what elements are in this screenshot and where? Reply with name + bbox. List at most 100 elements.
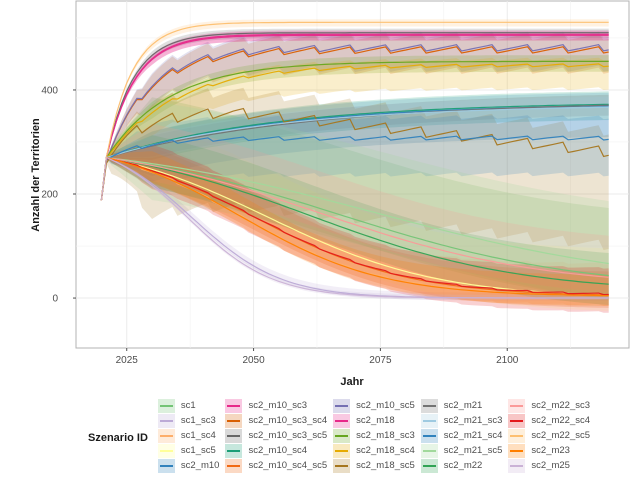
- x-tick-label: 2025: [116, 355, 139, 366]
- line-sc2_m23: [100, 156, 609, 297]
- legend-label: sc2_m22_sc3: [531, 400, 591, 411]
- line-sc2_m18_sc3: [100, 60, 609, 201]
- legend-key: [157, 443, 175, 458]
- ribbon-sc2_m22_sc3: [101, 123, 609, 293]
- legend-key: [157, 398, 175, 413]
- ribbon-sc2_m23: [101, 151, 609, 306]
- legend-key: [333, 428, 351, 443]
- legend-key-line: [422, 464, 436, 467]
- line-sc2_m10_sc3: [100, 33, 609, 201]
- legend-item-sc2_m10_sc3_sc5: sc2_m10_sc3_sc5: [225, 428, 327, 443]
- legend-label: sc2_m18_sc3: [356, 430, 415, 441]
- line-sc2_m18_sc5: [100, 107, 609, 201]
- legend-label: sc2_m21_sc5: [443, 445, 503, 456]
- ribbon-sc2_m21_sc3: [101, 96, 609, 201]
- legend-key: [508, 443, 526, 458]
- legend-key: [420, 428, 438, 443]
- grid: [76, 1, 629, 348]
- line-sc2_m21_sc4: [100, 135, 609, 201]
- legend-item-sc2_m22_sc3: sc2_m22_sc3: [508, 398, 590, 413]
- legend-key-line: [422, 434, 436, 437]
- legend-key-line: [227, 404, 241, 407]
- legend-label: sc2_m22_sc5: [531, 430, 591, 441]
- legend-key: [225, 443, 243, 458]
- legend-label: sc2_m25: [531, 460, 570, 471]
- legend-key: [157, 428, 175, 443]
- legend-item-sc2_m21_sc3: sc2_m21_sc3: [420, 413, 503, 428]
- legend-item-sc2_m21: sc2_m21: [420, 398, 503, 413]
- legend-item-sc2_m18_sc5: sc2_m18_sc5: [333, 458, 415, 473]
- legend-key-line: [335, 404, 349, 407]
- legend-label: sc1_sc4: [180, 430, 216, 441]
- legend-label: sc2_m23: [531, 445, 570, 456]
- y-axis-title: Anzahl der Territorien: [30, 118, 42, 232]
- legend-key-line: [159, 464, 173, 467]
- legend-label: sc2_m18: [356, 415, 395, 426]
- legend-key-line: [335, 464, 349, 467]
- legend-item-sc1: sc1: [157, 398, 220, 413]
- ribbon-sc1_sc4: [101, 141, 609, 306]
- y-tick-label: 0: [52, 294, 58, 305]
- line-sc2_m21_sc5: [100, 156, 609, 265]
- legend-item-sc1_sc4: sc1_sc4: [157, 428, 220, 443]
- ribbon-sc1_sc3: [101, 157, 609, 301]
- legend-key: [333, 443, 351, 458]
- legend-item-sc2_m22_sc4: sc2_m22_sc4: [508, 413, 590, 428]
- ribbon-sc1: [101, 97, 609, 299]
- legend-key: [508, 428, 526, 443]
- legend-key: [508, 413, 526, 428]
- legend-label: sc2_m21_sc3: [443, 415, 503, 426]
- legend-key-line: [159, 449, 173, 452]
- legend-key-line: [335, 419, 349, 422]
- ribbon-sc2_m10_sc4: [101, 91, 609, 201]
- legend-item-sc2_m23: sc2_m23: [508, 443, 590, 458]
- legend-item-sc1_sc3: sc1_sc3: [157, 413, 220, 428]
- legend-key-line: [510, 404, 524, 407]
- line-sc2_m10_sc3_sc4: [100, 46, 609, 201]
- legend-key-line: [422, 404, 436, 407]
- legend-item-sc2_m22: sc2_m22: [420, 458, 503, 473]
- legend-label: sc2_m21_sc4: [443, 430, 503, 441]
- legend-item-sc2_m22_sc5: sc2_m22_sc5: [508, 428, 590, 443]
- legend-item-sc2_m21_sc5: sc2_m21_sc5: [420, 443, 503, 458]
- legend-item-sc2_m21_sc4: sc2_m21_sc4: [420, 428, 503, 443]
- legend-label: sc2_m21: [443, 400, 483, 411]
- legend-key: [508, 398, 526, 413]
- legend-key: [225, 413, 243, 428]
- x-tick-label: 2075: [369, 355, 392, 366]
- legend-key: [225, 398, 243, 413]
- line-sc2_m22_sc3: [100, 156, 609, 278]
- legend-label: sc2_m10_sc5: [356, 400, 415, 411]
- line-sc2_m22_sc4: [100, 157, 609, 296]
- y-tick-label: 400: [41, 85, 58, 96]
- legend-label: sc2_m10_sc3_sc4: [248, 415, 328, 426]
- legend-item-sc2_m10_sc4: sc2_m10_sc4: [225, 443, 327, 458]
- line-sc2_m22_sc5: [100, 21, 609, 201]
- legend-key: [420, 398, 438, 413]
- x-tick-label: 2100: [496, 355, 519, 366]
- ribbon-sc2_m10: [101, 92, 609, 201]
- legend-key-line: [335, 434, 349, 437]
- legend-label: sc2_m10: [180, 460, 220, 471]
- legend: Szenario ID sc1 sc1_sc3 sc1_sc4 sc1_sc5 sc2_…: [88, 398, 590, 473]
- legend-key: [225, 428, 243, 443]
- legend-key-line: [159, 404, 173, 407]
- legend-item-sc2_m10_sc5: sc2_m10_sc5: [333, 398, 415, 413]
- ribbon-sc2_m25: [101, 157, 609, 301]
- legend-item-sc2_m10_sc4_sc5: sc2_m10_sc4_sc5: [225, 458, 327, 473]
- legend-key: [420, 443, 438, 458]
- ribbon-sc2_m10_sc5: [101, 31, 609, 201]
- legend-key: [157, 458, 175, 473]
- legend-label: sc2_m10_sc4_sc5: [248, 460, 328, 471]
- legend-label: sc2_m18_sc5: [356, 460, 415, 471]
- legend-key-line: [510, 464, 524, 467]
- ribbon-sc2_m18_sc3: [101, 55, 609, 201]
- legend-label: sc2_m10_sc4: [248, 445, 308, 456]
- legend-label: sc2_m10_sc3: [248, 400, 308, 411]
- line-sc2_m10_sc4: [100, 103, 609, 201]
- legend-key-line: [227, 419, 241, 422]
- legend-label: sc2_m10_sc3_sc5: [248, 430, 328, 441]
- line-sc2_m10_sc3_sc5: [100, 32, 609, 201]
- ribbon-sc2_m18_sc4: [101, 57, 609, 201]
